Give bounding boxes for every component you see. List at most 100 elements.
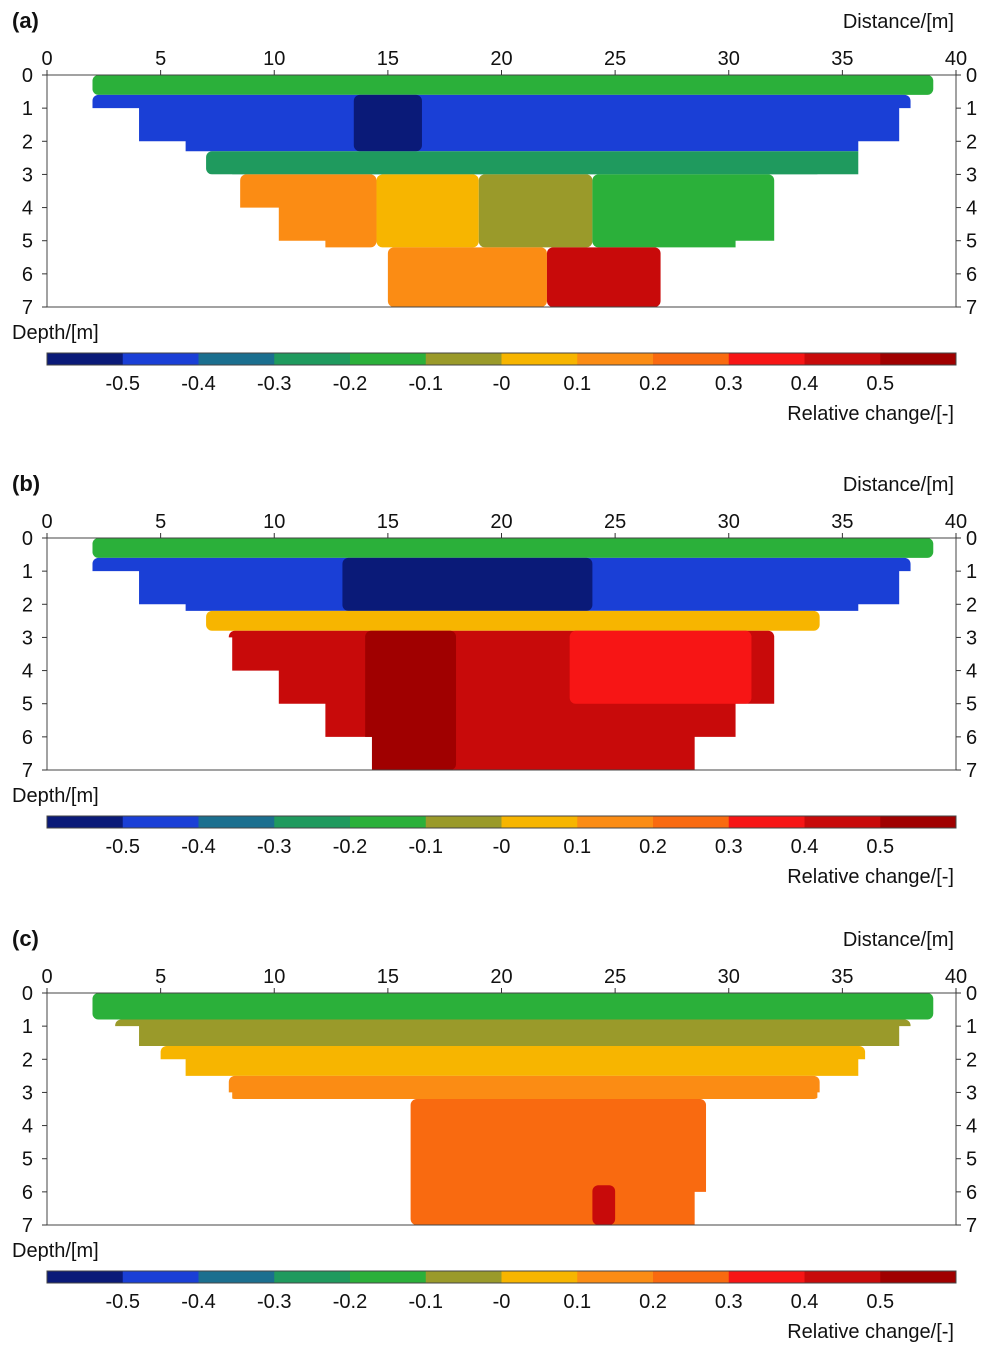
heatmap-zone [206,610,820,631]
x-tick-label: 10 [263,966,285,988]
y-tick-label: 7 [22,297,33,319]
colorbar-tick-label: -0.1 [409,373,443,395]
y-tick-label: 5 [22,231,33,253]
colorbar-swatch [47,816,124,828]
x-axis-title: Distance/[m] [843,474,954,496]
y-tick-label: 7 [966,1215,977,1237]
y-tick-label: 0 [22,983,33,1005]
x-tick-label: 0 [41,966,52,988]
colorbar-tick-label: -0.5 [106,836,140,858]
colorbar-tick-label: -0.4 [181,1291,215,1313]
x-tick-label: 15 [377,966,399,988]
colorbar-swatch [274,816,351,828]
colorbar-tick-label: 0.3 [715,1291,743,1313]
panel-label: (b) [12,471,40,496]
y-tick-label: 4 [22,661,33,683]
y-tick-label: 4 [966,661,977,683]
colorbar-swatch [274,353,351,365]
heatmap-zone [410,1099,707,1225]
colorbar-tick-label: -0.2 [333,1291,367,1313]
y-tick-label: 1 [22,1016,33,1038]
y-tick-label: 1 [22,98,33,120]
x-tick-label: 20 [490,48,512,70]
colorbar-tick-label: -0 [493,1291,511,1313]
x-tick-label: 5 [155,966,166,988]
y-tick-label: 0 [22,65,33,87]
x-tick-label: 25 [604,511,626,533]
colorbar-swatch [577,353,654,365]
colorbar-tick-label: -0.2 [333,836,367,858]
colorbar-swatch [880,816,957,828]
colorbar-swatch [425,816,502,828]
y-tick-label: 7 [966,297,977,319]
colorbar-swatch [880,1271,957,1283]
y-tick-label: 4 [22,1116,33,1138]
colorbar-swatch [728,1271,805,1283]
y-tick-label: 7 [22,1215,33,1237]
x-tick-label: 30 [718,48,740,70]
colorbar-swatch [122,353,199,365]
x-tick-label: 35 [831,48,853,70]
heatmap-zone [546,247,661,307]
colorbar-tick-label: 0.1 [563,836,591,858]
y-tick-label: 2 [22,1049,33,1071]
y-tick-label: 6 [966,727,977,749]
colorbar-swatch [880,353,957,365]
colorbar-tick-label: 0.4 [791,1291,819,1313]
x-tick-label: 10 [263,48,285,70]
colorbar-swatch [653,816,730,828]
y-tick-label: 5 [22,694,33,716]
panel-label: (a) [12,8,39,33]
panel-label: (c) [12,926,39,951]
y-tick-label: 2 [966,131,977,153]
panel-0: 0 5 10 15 20 25 30 35 40 0 0 1 1 2 2 3 3 4 4 5 5 6 6 7 7 (a) Dista… [0,0,990,440]
y-tick-label: 2 [22,131,33,153]
y-tick-label: 3 [966,1082,977,1104]
colorbar-tick-label: 0.5 [866,373,894,395]
colorbar-tick-label: -0.3 [257,373,291,395]
colorbar-title: Relative change/[-] [787,866,954,888]
x-tick-label: 10 [263,511,285,533]
heatmap-zone [115,1019,911,1047]
heatmap-zones [92,993,934,1225]
colorbar-tick-label: -0.1 [409,836,443,858]
y-tick-label: 5 [22,1149,33,1171]
colorbar-tick-label: 0.1 [563,373,591,395]
colorbar-swatch [122,1271,199,1283]
colorbar-swatch [653,1271,730,1283]
colorbar-title: Relative change/[-] [787,1321,954,1343]
colorbar-swatch [653,353,730,365]
y-tick-label: 4 [966,198,977,220]
x-tick-label: 20 [490,511,512,533]
colorbar-swatch [501,1271,578,1283]
colorbar-swatch [350,1271,427,1283]
y-tick-label: 2 [966,594,977,616]
colorbar-swatch [577,1271,654,1283]
y-tick-label: 1 [966,1016,977,1038]
heatmap-zone [387,247,547,307]
x-tick-label: 40 [945,48,967,70]
panel-2: 0 5 10 15 20 25 30 35 40 0 0 1 1 2 2 3 3 4 4 5 5 6 6 7 7 (c) Dista… [0,918,990,1358]
colorbar-tick-label: -0.2 [333,373,367,395]
colorbar-swatch [804,816,881,828]
y-tick-label: 6 [966,264,977,286]
colorbar-tick-label: 0.2 [639,373,667,395]
x-tick-label: 15 [377,511,399,533]
colorbar-tick-label: -0.3 [257,836,291,858]
heatmap-zone [240,174,377,248]
y-tick-label: 6 [22,1182,33,1204]
colorbar-swatch [501,353,578,365]
y-tick-label: 3 [22,164,33,186]
x-tick-label: 40 [945,966,967,988]
heatmap-zone [365,630,457,770]
y-axis-title: Depth/[m] [12,785,99,807]
chart-svg: 0 5 10 15 20 25 30 35 400 01 12 23 34 45 56 67 7(c) Dista… [12,926,977,1343]
colorbar-tick-label: -0.4 [181,836,215,858]
colorbar-swatch [577,816,654,828]
y-tick-label: 0 [966,983,977,1005]
heatmap-zone [92,94,911,152]
heatmap-zones [92,538,934,770]
y-tick-label: 1 [966,98,977,120]
x-tick-label: 5 [155,511,166,533]
x-tick-label: 15 [377,48,399,70]
